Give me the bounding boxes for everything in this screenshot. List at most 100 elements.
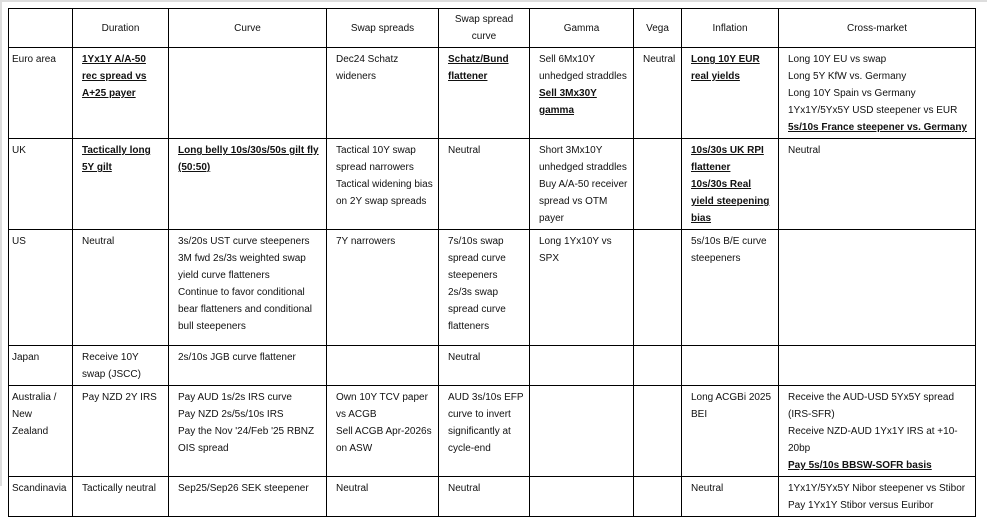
trade-text: Tactically neutral bbox=[82, 483, 156, 494]
trade-text: Pay the Nov '24/Feb '25 RBNZ OIS spread bbox=[178, 426, 315, 454]
trade-text: Own 10Y TCV paper vs ACGB bbox=[336, 392, 428, 420]
table-cell: Neutral bbox=[438, 345, 530, 386]
key-trade-text: Long 10Y EUR real yields bbox=[691, 54, 760, 82]
trade-text: 1Yx1Y/5Yx5Y Nibor steepener vs Stibor bbox=[788, 483, 966, 494]
table-cell: Long ACGBi 2025 BEI bbox=[681, 385, 779, 477]
trade-text: AUD 3s/10s EFP curve to invert significa… bbox=[448, 392, 524, 454]
table-cell: Neutral bbox=[438, 476, 530, 517]
page-border-left bbox=[0, 0, 2, 486]
trade-text: Neutral bbox=[448, 145, 481, 156]
table-cell: Long 10Y EUR real yields bbox=[681, 47, 779, 139]
table-cell: Receive the AUD-USD 5Yx5Y spread (IRS-SF… bbox=[778, 385, 976, 477]
table-cell: Dec24 Schatz wideners bbox=[326, 47, 439, 139]
trade-text: Neutral bbox=[82, 236, 115, 247]
trade-text: Long 5Y KfW vs. Germany bbox=[788, 71, 907, 82]
trade-text: Long 1Yx10Y vs SPX bbox=[539, 236, 612, 264]
table-cell bbox=[681, 345, 779, 386]
trade-text: Tactical widening bias on 2Y swap spread… bbox=[336, 179, 433, 207]
trade-text: Continue to favor conditional bear flatt… bbox=[178, 287, 312, 332]
trade-text: Neutral bbox=[788, 145, 821, 156]
key-trade-text: Sell 3Mx30Y gamma bbox=[539, 88, 597, 116]
trade-text: 2s/3s swap spread curve flatteners bbox=[448, 287, 506, 332]
trade-text: Neutral bbox=[448, 352, 481, 363]
table-row: Japan Receive 10Y swap (JSCC) 2s/10s JGB c… bbox=[8, 345, 976, 386]
key-trade-text: 10s/30s UK RPI flattener bbox=[691, 145, 764, 173]
trade-text: Pay NZD 2Y IRS bbox=[82, 392, 157, 403]
trade-text: Sell 6Mx10Y unhedged straddles bbox=[539, 54, 627, 82]
trade-text: Receive NZD-AUD 1Yx1Y IRS at +10-20bp bbox=[788, 426, 958, 454]
table-cell: 7s/10s swap spread curve steepeners 2s/3s… bbox=[438, 229, 530, 346]
table-cell: 3s/20s UST curve steepeners 3M fwd 2s/3s … bbox=[168, 229, 327, 346]
table-cell: Pay NZD 2Y IRS bbox=[72, 385, 169, 477]
table-cell bbox=[633, 229, 682, 346]
table-cell bbox=[326, 345, 439, 386]
table-cell: Tactical 10Y swap spread narrowers Tactic… bbox=[326, 138, 439, 230]
table-cell bbox=[529, 345, 634, 386]
trade-text: 5s/10s B/E curve steepeners bbox=[691, 236, 767, 264]
key-trade-text: Schatz/Bund flattener bbox=[448, 54, 509, 82]
trade-text: Receive the AUD-USD 5Yx5Y spread (IRS-SF… bbox=[788, 392, 955, 420]
table-cell bbox=[633, 345, 682, 386]
table-cell: Long belly 10s/30s/50s gilt fly (50:50) bbox=[168, 138, 327, 230]
trade-text: 7Y narrowers bbox=[336, 236, 396, 247]
trade-text: Pay 1Yx1Y Stibor versus Euribor bbox=[788, 500, 934, 511]
region-label: UK bbox=[8, 138, 73, 230]
trade-text: 2s/10s JGB curve flattener bbox=[178, 352, 296, 363]
table-row: Euro area 1Yx1Y A/A-50 rec spread vs A+25… bbox=[8, 47, 976, 139]
region-label: US bbox=[8, 229, 73, 346]
trade-recommendations-table: Duration Curve Swap spreads Swap spread cur… bbox=[8, 8, 976, 517]
trade-text: Pay AUD 1s/2s IRS curve bbox=[178, 392, 292, 403]
table-cell: Short 3Mx10Y unhedged straddles Buy A/A-5… bbox=[529, 138, 634, 230]
trade-text: 1Yx1Y/5Yx5Y USD steepener vs EUR bbox=[788, 105, 958, 116]
table-cell bbox=[778, 229, 976, 346]
table-cell: Long 1Yx10Y vs SPX bbox=[529, 229, 634, 346]
column-header: Vega bbox=[633, 8, 682, 48]
trade-text: Long 10Y Spain vs Germany bbox=[788, 88, 916, 99]
column-header: Curve bbox=[168, 8, 327, 48]
key-trade-text: Pay 5s/10s BBSW-SOFR basis bbox=[788, 460, 932, 471]
table-cell: Neutral bbox=[681, 476, 779, 517]
trade-text: Pay NZD 2s/5s/10s IRS bbox=[178, 409, 284, 420]
trade-text: Buy A/A-50 receiver spread vs OTM payer bbox=[539, 179, 628, 224]
trade-text: Tactical 10Y swap spread narrowers bbox=[336, 145, 416, 173]
table-cell bbox=[168, 47, 327, 139]
region-label: Scandinavia bbox=[8, 476, 73, 517]
trade-text: Short 3Mx10Y unhedged straddles bbox=[539, 145, 627, 173]
trade-text: Neutral bbox=[448, 483, 481, 494]
trade-text: Neutral bbox=[691, 483, 724, 494]
trade-text: Receive 10Y swap (JSCC) bbox=[82, 352, 141, 380]
key-trade-text: 5s/10s France steepener vs. Germany bbox=[788, 122, 967, 133]
table-cell: AUD 3s/10s EFP curve to invert significa… bbox=[438, 385, 530, 477]
column-header: Swap spread curve bbox=[438, 8, 530, 48]
table-cell: 7Y narrowers bbox=[326, 229, 439, 346]
column-header: Swap spreads bbox=[326, 8, 439, 48]
table-row: UK Tactically long 5Y gilt Long belly 10s/… bbox=[8, 138, 976, 230]
table-row: Scandinavia Tactically neutral Sep25/Sep26… bbox=[8, 476, 976, 517]
trade-text: 7s/10s swap spread curve steepeners bbox=[448, 236, 506, 281]
column-header: Duration bbox=[72, 8, 169, 48]
region-label: Australia / New Zealand bbox=[8, 385, 73, 477]
table-cell bbox=[778, 345, 976, 386]
column-header: Inflation bbox=[681, 8, 779, 48]
column-header: Cross-market bbox=[778, 8, 976, 48]
key-trade-text: Long belly 10s/30s/50s gilt fly (50:50) bbox=[178, 145, 319, 173]
table-cell: 1Yx1Y/5Yx5Y Nibor steepener vs Stibor Pay… bbox=[778, 476, 976, 517]
table-cell: Neutral bbox=[633, 47, 682, 139]
key-trade-text: 1Yx1Y A/A-50 rec spread vs A+25 payer bbox=[82, 54, 147, 99]
table-row: US Neutral 3s/20s UST curve steepeners 3M f… bbox=[8, 229, 976, 346]
trade-text: Long ACGBi 2025 BEI bbox=[691, 392, 772, 420]
table-row: Australia / New Zealand Pay NZD 2Y IRS Pay… bbox=[8, 385, 976, 477]
trade-text: Dec24 Schatz wideners bbox=[336, 54, 399, 82]
trade-text: Neutral bbox=[643, 54, 676, 65]
table-cell: Pay AUD 1s/2s IRS curve Pay NZD 2s/5s/10s… bbox=[168, 385, 327, 477]
key-trade-text: 10s/30s Real yield steepening bias bbox=[691, 179, 770, 224]
page-border-top bbox=[0, 0, 987, 2]
table-cell: Neutral bbox=[438, 138, 530, 230]
table-cell: Neutral bbox=[326, 476, 439, 517]
trade-text: Sell ACGB Apr-2026s on ASW bbox=[336, 426, 432, 454]
table-cell bbox=[633, 138, 682, 230]
table-cell: Neutral bbox=[72, 229, 169, 346]
column-header: Gamma bbox=[529, 8, 634, 48]
trade-text: Sep25/Sep26 SEK steepener bbox=[178, 483, 309, 494]
region-label: Japan bbox=[8, 345, 73, 386]
